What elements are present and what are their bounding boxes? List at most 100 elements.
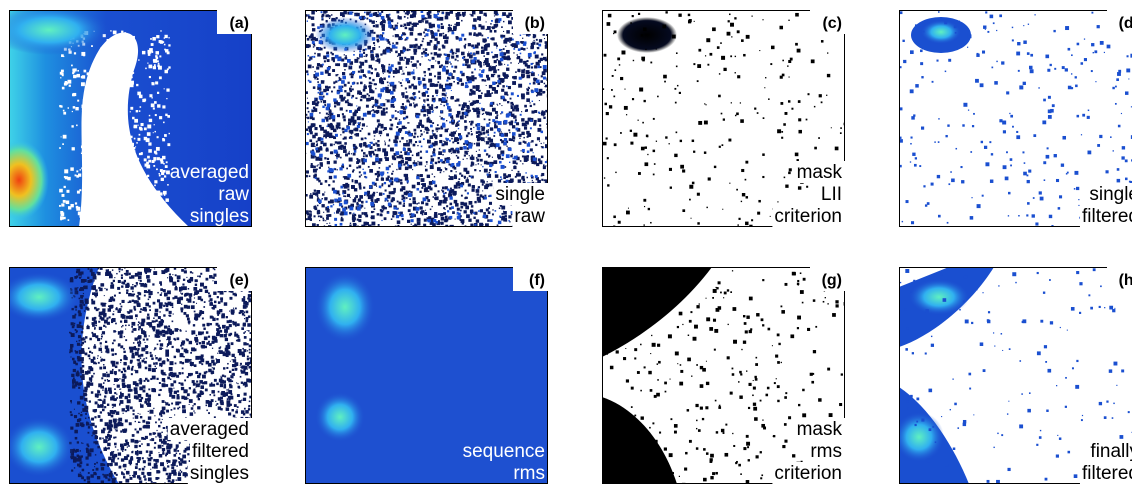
speckle [437,13,439,15]
speckle [515,71,517,73]
speckle [317,78,319,80]
speckle [121,57,123,59]
speckle [113,31,117,35]
speckle [967,47,968,48]
speckle [339,203,342,206]
speckle [112,194,114,196]
speckle [504,64,505,65]
speckle [388,41,391,44]
speckle [654,163,656,165]
speckle [107,105,109,107]
speckle [493,160,497,164]
speckle [485,63,486,64]
speckle [123,158,125,160]
speckle [63,110,65,112]
speckle [705,104,706,105]
speckle [474,201,476,203]
speckle [508,129,510,131]
speckle [149,76,151,78]
speckle [401,92,404,95]
speckle [1023,172,1027,176]
speckle [148,411,149,412]
speckle [490,102,493,105]
speckle [449,140,451,142]
speckle [506,180,509,183]
speckle [356,167,358,169]
speckle [729,14,731,16]
speckle [503,176,506,179]
speckle [771,46,775,50]
speckle [426,99,429,102]
speckle [159,76,162,79]
speckle [309,175,311,177]
speckle [501,105,502,106]
speckle [536,39,538,41]
speckle [75,174,77,176]
speckle [530,148,533,151]
speckle [440,159,443,162]
speckle [451,153,452,154]
speckle [380,172,384,176]
speckle [443,207,445,209]
speckle [428,68,431,71]
panel: (c)maskLIIcriterion [602,10,846,228]
speckle [155,213,159,217]
speckle [397,111,399,113]
speckle [326,126,328,128]
speckle [472,108,474,110]
speckle [496,18,499,21]
speckle [148,388,150,390]
speckle [92,324,95,327]
speckle [704,151,706,153]
speckle [126,91,128,93]
speckle [375,157,379,161]
speckle [912,153,915,156]
speckle [1084,38,1085,39]
panel: (e)averagedfilteredsingles [0,267,256,484]
speckle [442,123,445,126]
speckle [1097,144,1100,147]
speckle [335,155,336,156]
speckle [459,173,460,174]
speckle [85,456,88,459]
speckle [61,212,65,216]
speckle [369,89,373,93]
speckle [443,195,445,197]
speckle [950,171,952,173]
speckle [494,90,498,94]
speckle [126,73,129,76]
speckle [902,221,903,222]
speckle [902,40,904,42]
speckle [129,205,130,206]
speckle [92,95,95,98]
speckle [61,54,64,57]
speckle [370,142,372,144]
speckle [518,48,521,51]
speckle [936,60,938,62]
speckle [221,377,223,379]
speckle [427,88,429,90]
speckle [495,171,497,173]
speckle [401,186,405,190]
speckle [395,117,398,120]
speckle [80,357,84,361]
speckle [85,418,86,419]
speckle [435,162,437,164]
speckle [420,136,421,137]
speckle [84,479,86,481]
speckle [451,56,454,59]
speckle [343,138,345,140]
speckle [336,81,337,82]
speckle [457,111,461,115]
speckle [1071,73,1072,74]
speckle [134,200,136,202]
speckle [476,189,480,193]
speckle [72,383,74,385]
speckle [91,299,93,301]
speckle [439,148,441,150]
speckle [1077,43,1080,46]
speckle [129,54,130,55]
speckle [113,311,114,312]
speckle [106,67,107,68]
speckle [331,14,332,15]
